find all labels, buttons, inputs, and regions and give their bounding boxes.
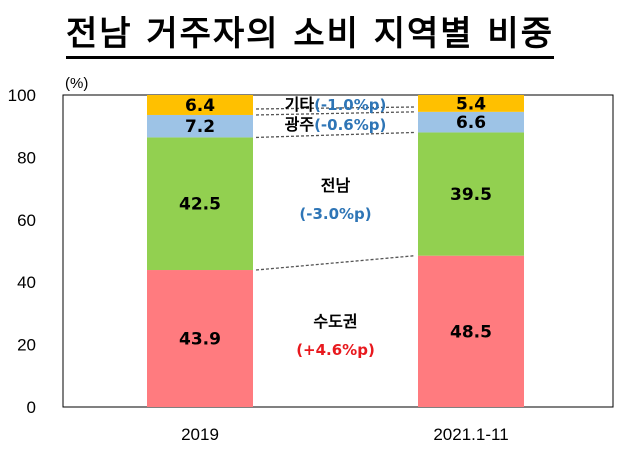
bar-segment [418,111,524,133]
bar-value-label: 39.5 [450,185,492,205]
y-tick-label: 100 [8,86,36,105]
chart-title: 전남 거주자의 소비 지역별 비중 [0,6,620,59]
connector-line [255,111,416,116]
bar-segment [418,255,524,407]
bar-segment [418,95,524,112]
bar-value-label: 5.4 [456,94,486,114]
bar-segment [147,137,253,271]
y-tick-label: 80 [17,148,36,167]
bar-segment [147,95,253,115]
bar-segment [147,114,253,138]
connector-line [255,255,416,271]
annotation: 광주(-0.6%p) [285,115,387,134]
x-category-label: 2019 [181,425,219,444]
bar-value-label: 6.4 [185,96,215,116]
annotation: 기타(-1.0%p) [285,95,387,114]
connector-line [255,106,416,110]
annotation-region-name: 수도권 [313,312,357,331]
y-tick-label: 60 [17,211,36,230]
y-axis-ticks: 0 20 40 60 80 100 [8,86,36,417]
annotation-region-name: 광주 [285,115,315,134]
unit-label: (%) [65,75,88,92]
annotation-delta: (+4.6%p) [296,341,375,359]
segment-labels: 43.9 42.5 7.26.4 48.5 39.5 6.65.4 [179,94,492,349]
plot-frame [62,94,614,408]
annotations: 수도권(+4.6%p)전남(-3.0%p)광주(-0.6%p)기타(-1.0%p… [285,95,387,359]
y-tick-label: 0 [27,398,36,417]
connector-line [255,131,416,139]
connector-lines [255,106,416,271]
bar-value-label: 7.2 [185,117,215,137]
bar-value-label: 6.6 [456,113,486,133]
y-tick-label: 20 [17,336,36,355]
bar-value-label: 48.5 [450,322,492,342]
chart-title-text: 전남 거주자의 소비 지역별 비중 [66,14,554,59]
x-axis-categories: 2019 2021.1-11 [181,425,509,444]
y-tick-label: 40 [17,273,36,292]
x-category-label: 2021.1-11 [433,425,508,444]
bar-value-label: 42.5 [179,195,221,215]
annotation-delta: (-1.0%p) [314,96,386,114]
annotation-delta: (-0.6%p) [314,116,386,134]
annotation-region-name: 전남 [321,176,351,195]
annotation-region-name: 기타 [285,95,315,114]
bar-segment [147,270,253,407]
annotation-delta: (-3.0%p) [299,205,371,223]
bars [147,95,524,407]
bar-segment [418,132,524,256]
bar-value-label: 43.9 [179,330,221,350]
